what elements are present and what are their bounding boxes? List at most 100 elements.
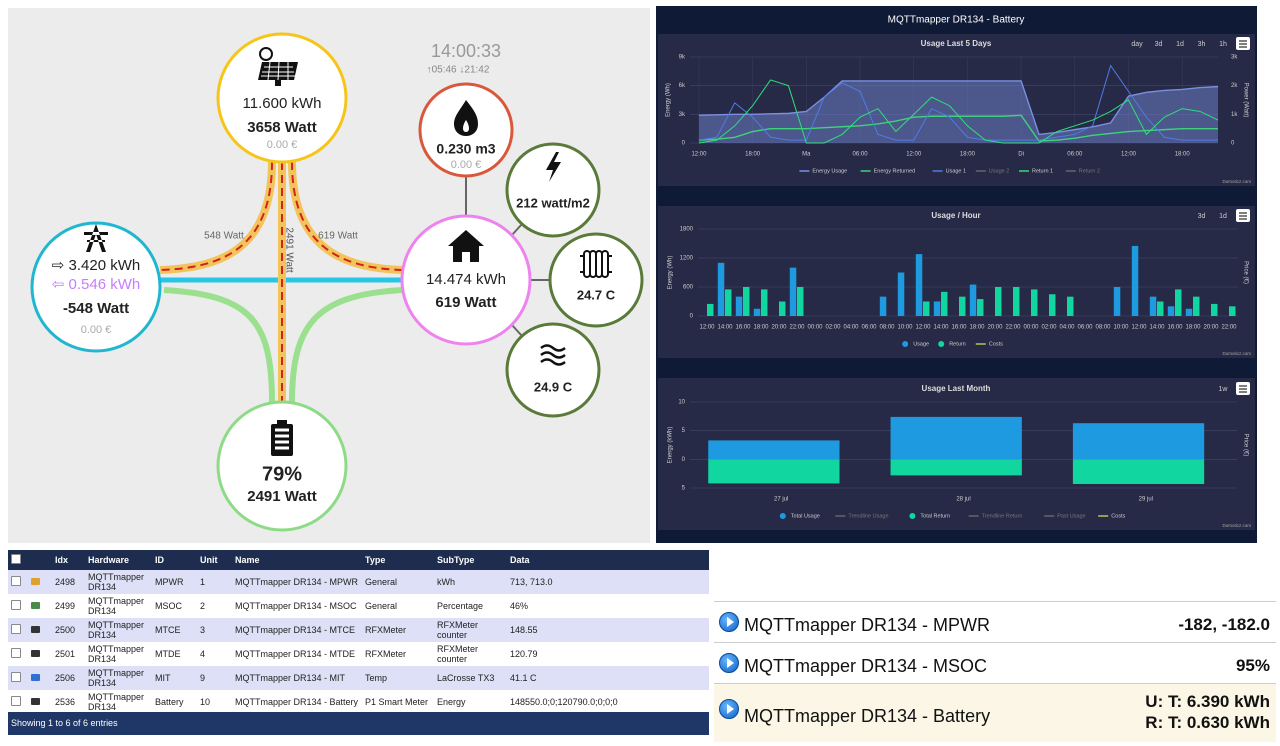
legend-swatch	[938, 341, 945, 347]
bar	[1031, 289, 1038, 316]
range-button[interactable]: 3d	[1198, 213, 1206, 220]
checkbox[interactable]	[11, 554, 21, 564]
column-header[interactable]: Idx	[52, 550, 85, 570]
range-button[interactable]: 1h	[1219, 41, 1227, 48]
range-button[interactable]: day	[1131, 41, 1143, 48]
x-tick-label: 18:00	[960, 152, 976, 158]
column-header[interactable]: Data	[507, 550, 709, 570]
x-tick-label: 08:00	[879, 325, 895, 331]
legend-label[interactable]: Costs	[989, 341, 1003, 347]
legend-label[interactable]: Return 2	[1079, 168, 1100, 174]
legend-label[interactable]: Costs	[1111, 513, 1125, 519]
chart-menu[interactable]	[1236, 382, 1250, 395]
device-icon[interactable]	[719, 612, 739, 632]
legend-swatch	[902, 341, 909, 347]
checkbox[interactable]	[11, 648, 21, 658]
checkbox[interactable]	[11, 576, 21, 586]
x-tick-label: 12:00	[691, 152, 707, 158]
table-cell: General	[365, 601, 398, 611]
grid-cost: 0.00 €	[81, 324, 112, 336]
bar	[890, 459, 1022, 476]
range-button[interactable]: 3d	[1155, 41, 1163, 48]
table-cell: MPWR	[152, 570, 197, 594]
table-row: 2499 MQTTmapper DR134 MSOC 2 MQTTmapper DR13…	[8, 594, 709, 618]
x-tick-label: 12:00	[1121, 152, 1137, 158]
chart-box	[658, 34, 1255, 186]
x-tick-label: 18:00	[753, 325, 769, 331]
column-header[interactable]: Hardware	[85, 550, 152, 570]
chart-menu[interactable]	[1236, 37, 1250, 50]
x-tick-label: 10:00	[897, 325, 913, 331]
device-icon[interactable]	[719, 653, 739, 673]
device-list: MQTTmapper DR134 - MPWR -182, -182.0 MQTTm…	[714, 601, 1276, 742]
range-button[interactable]: 1w	[1219, 386, 1229, 393]
x-tick-label: 12:00	[915, 325, 931, 331]
table-cell: MSOC	[155, 601, 182, 611]
flow-dash	[291, 161, 403, 271]
column-header[interactable]: SubType	[434, 550, 507, 570]
checkbox[interactable]	[11, 624, 21, 634]
table-cell: Percentage	[437, 601, 484, 611]
grid-icon	[84, 224, 108, 252]
legend-label[interactable]: Usage	[913, 341, 929, 347]
y-tick-label: 1800	[680, 227, 694, 233]
column-header[interactable]: Name	[232, 550, 362, 570]
table-cell: 10	[200, 697, 211, 707]
checkbox[interactable]	[11, 696, 21, 706]
table-cell: 2499	[55, 601, 76, 611]
bar	[1149, 296, 1157, 316]
table-cell: RFXMeter	[365, 649, 407, 659]
bar	[915, 254, 923, 316]
table-cell: MQTTmapper DR134	[88, 644, 145, 664]
y-tick-label: 5	[682, 428, 686, 434]
column-header[interactable]: ID	[152, 550, 197, 570]
bar	[1113, 287, 1121, 316]
bar	[959, 296, 966, 316]
legend-label[interactable]: Energy Usage	[812, 168, 847, 174]
table-cell: RFXMeter	[362, 618, 434, 642]
y2-axis-title: Price (€)	[1242, 434, 1248, 457]
legend-label[interactable]: Total Usage	[791, 513, 820, 519]
legend-label[interactable]: Trendline Return	[982, 513, 1023, 519]
column-header[interactable]: Type	[362, 550, 434, 570]
device-icon	[31, 578, 40, 585]
checkbox[interactable]	[11, 600, 21, 610]
bar	[1013, 287, 1020, 316]
y-axis-title: Energy (Wh)	[666, 83, 672, 117]
column-header[interactable]: Unit	[197, 550, 232, 570]
table-cell: 4	[200, 649, 206, 659]
table-cell: MTCE	[152, 618, 197, 642]
solar-energy: 11.600 kWh	[243, 95, 322, 112]
row-icon	[28, 642, 52, 666]
legend-label[interactable]: Energy Returned	[874, 168, 916, 174]
legend-label[interactable]: Usage 2	[989, 168, 1010, 174]
x-tick-label: 00:00	[807, 325, 823, 331]
bar	[995, 287, 1002, 316]
table-cell: Temp	[362, 666, 434, 690]
chart-menu[interactable]	[1236, 209, 1250, 222]
legend-label[interactable]: Return	[949, 341, 966, 347]
flow-dash	[159, 161, 273, 271]
legend-label[interactable]: Trendline Usage	[848, 513, 888, 519]
device-row: MQTTmapper DR134 - Battery U: T: 6.390 kW…	[714, 683, 1276, 742]
legend-label[interactable]: Return 1	[1032, 168, 1053, 174]
table-cell: 1	[197, 570, 232, 594]
battery-node	[216, 400, 348, 532]
y-tick-label: 600	[683, 285, 694, 291]
y2-axis-title: Price (€)	[1242, 261, 1248, 284]
table-cell: 2500	[52, 618, 85, 642]
checkbox[interactable]	[11, 672, 21, 682]
legend-label[interactable]: Total Return	[920, 513, 950, 519]
legend-label[interactable]: Past Usage	[1057, 513, 1085, 519]
range-button[interactable]: 1d	[1176, 41, 1184, 48]
legend-label[interactable]: Usage 1	[946, 168, 967, 174]
x-tick-label: 06:00	[861, 325, 877, 331]
device-icon[interactable]	[719, 699, 739, 719]
range-button[interactable]: 1d	[1219, 213, 1227, 220]
solar-icon	[258, 47, 298, 86]
gas-node	[418, 82, 514, 178]
table-cell: RFXMeter counter	[434, 618, 507, 642]
x-tick-label: 16:00	[735, 325, 751, 331]
range-button[interactable]: 3h	[1198, 41, 1206, 48]
